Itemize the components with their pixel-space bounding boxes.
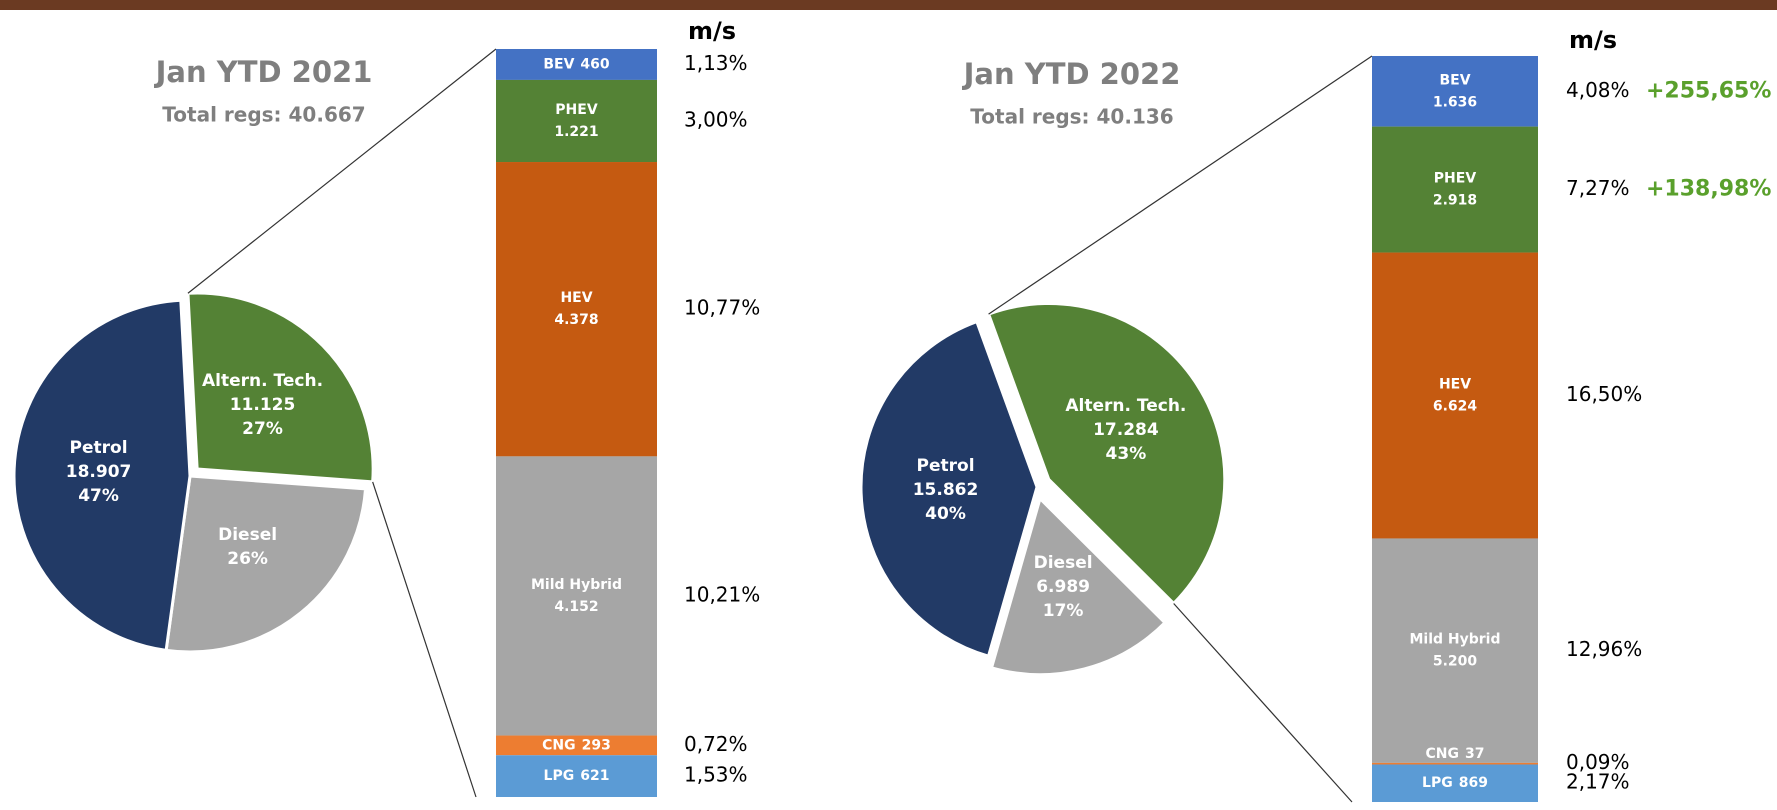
segment-category: LPG: [1422, 775, 1453, 791]
slice-label: 15.862: [913, 480, 979, 500]
share-title: m/s: [688, 17, 736, 45]
bar-segment: [496, 79, 657, 163]
segment-value: 1.221: [554, 124, 598, 140]
connector: [372, 481, 477, 798]
bar-segment: [496, 735, 657, 756]
chart-title: Jan YTD 2021: [154, 55, 373, 89]
share-label: 1,13%: [684, 51, 748, 75]
share-label: 7,27%: [1566, 176, 1630, 200]
segment-category: CNG: [542, 737, 575, 753]
segment-value: 1.636: [1433, 94, 1477, 110]
segment-category: Mild Hybrid: [1409, 632, 1500, 648]
slice-label: Altern. Tech.: [1065, 396, 1186, 416]
segment-value: 4.152: [554, 599, 598, 615]
bar-segment: [1372, 126, 1538, 253]
segment-label: CNG 37: [1426, 746, 1485, 762]
slice-label: 17%: [1043, 601, 1084, 621]
segment-category: BEV: [1439, 72, 1470, 88]
segment-value: 621: [580, 768, 609, 784]
slice-label: 6.989: [1036, 577, 1090, 597]
share-label: 3,00%: [684, 107, 748, 131]
bar-segment: [1372, 762, 1538, 765]
segment-value: 2.918: [1433, 193, 1477, 209]
slice-label: Petrol: [917, 456, 975, 476]
pie-slice: [12, 298, 192, 653]
share-label: 1,53%: [684, 763, 748, 787]
segment-value: 460: [580, 56, 609, 72]
segment-value: 6.624: [1433, 399, 1478, 415]
connector: [988, 55, 1373, 315]
bar-segment: [1372, 56, 1538, 127]
share-label: 12,96%: [1566, 637, 1642, 661]
slice-label: 11.125: [230, 395, 296, 415]
slice-label: 40%: [925, 504, 966, 524]
share-label: 4,08%: [1566, 78, 1630, 102]
growth-label: +138,98%: [1646, 177, 1771, 202]
segment-category: HEV: [1439, 377, 1471, 393]
segment-value: 293: [582, 737, 611, 753]
pie-slice: [186, 291, 375, 484]
slice-label: Petrol: [70, 438, 128, 458]
segment-category: HEV: [560, 290, 592, 306]
share-label: 10,77%: [684, 296, 760, 320]
pie-slice: [859, 319, 1039, 659]
growth-label: +255,65%: [1646, 78, 1771, 103]
slice-label: 26%: [227, 549, 268, 569]
chart-subtitle: Total regs: 40.667: [162, 103, 365, 127]
segment-category: PHEV: [555, 102, 598, 118]
segment-value: 37: [1465, 746, 1484, 762]
segment-value: 869: [1459, 775, 1488, 791]
bar-segment: [496, 755, 657, 797]
segment-category: LPG: [544, 768, 575, 784]
connector: [187, 48, 497, 294]
chart-subtitle: Total regs: 40.136: [970, 105, 1173, 129]
bar-segment: [496, 162, 657, 457]
segment-value: 4.378: [554, 312, 598, 328]
segment-category: PHEV: [1434, 171, 1477, 187]
segment-category: BEV: [543, 56, 574, 72]
share-label: 2,17%: [1566, 770, 1630, 794]
segment-value: 5.200: [1433, 654, 1478, 670]
segment-label: CNG 293: [542, 737, 611, 753]
bar-segment: [1372, 252, 1538, 539]
slice-label: 17.284: [1093, 420, 1159, 440]
bar-segment: [1372, 538, 1538, 763]
share-label: 10,21%: [684, 582, 760, 606]
segment-label: BEV 460: [543, 56, 610, 72]
slice-label: 27%: [242, 419, 283, 439]
segment-label: LPG 621: [544, 768, 610, 784]
top-strip: [0, 0, 1777, 10]
share-label: 0,09%: [1566, 750, 1630, 774]
connector: [1173, 603, 1353, 803]
pie-slice: [986, 301, 1227, 606]
bar-segment: [496, 456, 657, 736]
share-label: 16,50%: [1566, 382, 1642, 406]
slice-label: Altern. Tech.: [202, 371, 323, 391]
share-title: m/s: [1569, 26, 1617, 54]
share-label: 0,72%: [684, 732, 748, 756]
slice-label: Diesel: [1034, 553, 1093, 573]
segment-label: LPG 869: [1422, 775, 1488, 791]
slice-label: 47%: [78, 486, 119, 506]
segment-category: Mild Hybrid: [531, 577, 622, 593]
pie-slice: [164, 474, 368, 654]
pie-slice: [989, 495, 1168, 677]
slice-label: 43%: [1106, 444, 1147, 464]
chart-title: Jan YTD 2022: [962, 57, 1181, 91]
bar-segment: [496, 49, 657, 80]
segment-category: CNG: [1426, 746, 1459, 762]
slice-label: 18.907: [66, 462, 132, 482]
slice-label: Diesel: [218, 525, 277, 545]
bar-segment: [1372, 764, 1538, 802]
